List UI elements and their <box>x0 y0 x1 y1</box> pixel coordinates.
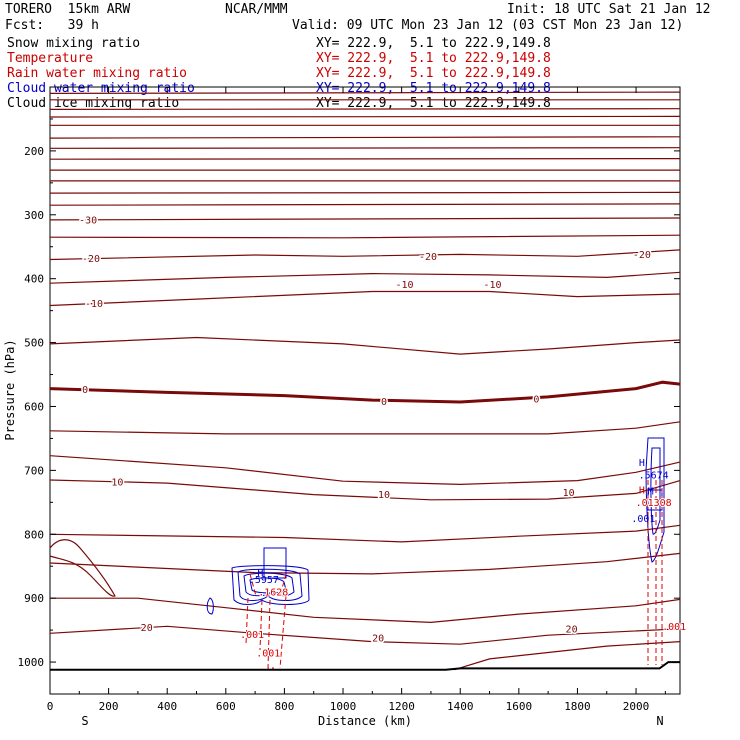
isotherm-label: 0 <box>381 397 387 408</box>
ground-surface <box>50 661 680 671</box>
isotherm-group: -30 -20 -10 0 10 20 <box>49 91 681 671</box>
plot-frame <box>49 86 681 695</box>
isotherm-line <box>49 421 681 435</box>
init-time: Init: 18 UTC Sat 21 Jan 12 <box>507 2 711 17</box>
cloud-water-contours-west <box>206 547 310 615</box>
isotherm-line <box>49 455 681 486</box>
x-tick-label: 0 <box>47 700 54 713</box>
x-axis-left-end: S <box>81 714 88 728</box>
extremum-label: M <box>648 486 654 497</box>
isotherm-label: 10 <box>111 477 123 488</box>
isotherm-line <box>49 191 681 194</box>
isotherm-line <box>49 524 681 543</box>
isotherm-line <box>49 147 681 149</box>
cloud-water-label: .5957 <box>249 575 279 586</box>
rain-water-label: .1628 <box>258 587 288 598</box>
rain-water-label: .001 <box>240 630 264 641</box>
legend-temperature-name: Temperature <box>7 51 94 66</box>
isotherm-line <box>49 91 681 94</box>
isotherm-line <box>49 336 681 355</box>
y-tick-label: 400 <box>24 273 44 286</box>
x-axis-right-end: N <box>656 714 663 728</box>
rain-water-contours <box>245 480 663 669</box>
x-tick-label: 1800 <box>564 700 591 713</box>
y-tick-label: 500 <box>24 337 44 350</box>
x-axis-title: Distance (km) <box>318 714 412 728</box>
isotherm-line <box>49 380 681 404</box>
x-tick-label: 400 <box>157 700 177 713</box>
isotherm-line <box>49 115 681 118</box>
isotherm-label: 20 <box>566 624 578 635</box>
isotherm-label: 0 <box>82 385 88 396</box>
cloud-water-label: .5674 <box>639 470 669 481</box>
isotherm-label: 10 <box>563 488 575 499</box>
isotherm-label: -20 <box>633 250 651 261</box>
forecast-hour: Fcst: 39 h <box>5 18 99 33</box>
y-tick-label: 200 <box>24 145 44 158</box>
x-tick-label: 800 <box>274 700 294 713</box>
y-tick-label: 800 <box>24 528 44 541</box>
isotherm-label: 20 <box>372 633 384 644</box>
isotherm-label: -20 <box>82 254 100 265</box>
extremum-label: H <box>257 568 263 579</box>
x-tick-label: 2000 <box>623 700 650 713</box>
legend-cloud-water-name: Cloud water mixing ratio <box>7 81 195 96</box>
x-tick-label: 600 <box>216 700 236 713</box>
isotherm-line <box>49 539 116 597</box>
rain-water-label: .001 <box>662 622 686 633</box>
y-tick-label: 600 <box>24 400 44 413</box>
isotherm-line <box>49 249 681 261</box>
legend-snow-name: Snow mixing ratio <box>7 36 141 51</box>
legend-rain-name: Rain water mixing ratio <box>7 66 188 81</box>
x-tick-label: 1000 <box>330 700 357 713</box>
legend-snow-xy: XY= 222.9, 5.1 to 222.9,149.8 <box>316 36 551 51</box>
isotherm-line <box>49 108 681 110</box>
rain-water-label: .01308 <box>636 498 672 509</box>
isotherm-line <box>49 234 681 239</box>
isotherm-line <box>49 217 681 221</box>
isotherm-label: 10 <box>378 490 390 501</box>
ground-line <box>50 661 680 671</box>
rain-water-label: .001 <box>256 649 280 660</box>
isotherm-line <box>49 158 681 160</box>
y-axis-title: Pressure (hPa) <box>3 339 17 440</box>
isotherm-label: -30 <box>79 215 97 226</box>
hydrometeor-group <box>206 437 665 669</box>
isotherm-line <box>49 479 681 501</box>
model-title: TORERO 15km ARW <box>5 2 131 17</box>
y-tick-label: 1000 <box>18 656 45 669</box>
contour-labels: -20 -20 -10 -10 0 0 10 10 20 20 .5957 .5674 .1628 .01… <box>239 248 687 660</box>
isotherm-line <box>49 271 681 284</box>
valid-time: Valid: 09 UTC Mon 23 Jan 12 (03 CST Mon … <box>292 18 684 33</box>
x-tick-label: 1600 <box>506 700 533 713</box>
y-tick-label: 300 <box>24 209 44 222</box>
extremum-label: H <box>639 486 645 497</box>
x-tick-label: 1400 <box>447 700 474 713</box>
isotherm-label: -20 <box>419 252 437 263</box>
y-tick-label: 700 <box>24 464 44 477</box>
isotherm-label: -10 <box>85 299 103 310</box>
isotherm-line <box>49 290 681 307</box>
extremum-label: H <box>639 458 645 469</box>
x-axis-ticks: 0 200 400 600 800 1000 1200 1400 1600 1800 2000 <box>47 87 666 713</box>
extremum-label: .001 <box>631 514 655 525</box>
isotherm-label: -10 <box>483 280 501 291</box>
isotherm-line <box>49 625 681 645</box>
x-tick-label: 200 <box>99 700 119 713</box>
isotherm-line <box>49 203 681 206</box>
isotherm-line <box>454 641 681 671</box>
isotherm-line <box>49 552 681 575</box>
isotherm-line <box>49 136 681 139</box>
isotherm-label: 20 <box>141 623 153 634</box>
isotherm-label: -10 <box>396 280 414 291</box>
x-tick-label: 1200 <box>388 700 415 713</box>
y-tick-label: 900 <box>24 592 44 605</box>
isotherm-line <box>50 597 681 624</box>
legend-rain-xy: XY= 222.9, 5.1 to 222.9,149.8 <box>316 66 551 81</box>
isotherm-label: 0 <box>533 394 539 405</box>
center-title: NCAR/MMM <box>225 2 288 17</box>
legend-temperature-xy: XY= 222.9, 5.1 to 222.9,149.8 <box>316 51 551 66</box>
